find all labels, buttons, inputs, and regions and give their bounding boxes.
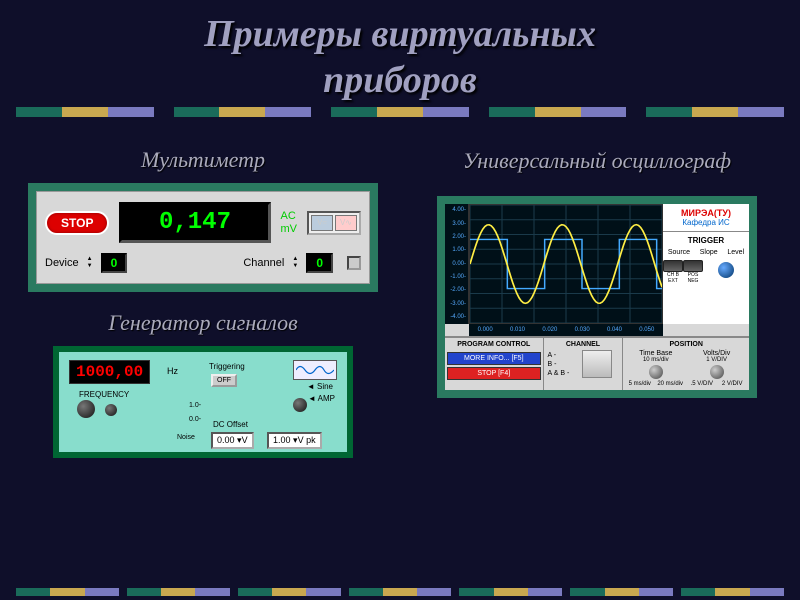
device-value: 0 [101, 253, 128, 273]
trigger-off-button[interactable]: OFF [211, 374, 237, 387]
volts-knob[interactable] [710, 365, 724, 379]
waveform-preview [293, 360, 337, 380]
osc-x-axis: 0.0000.0100.0200.0300.0400.050 [469, 324, 663, 336]
title-line-2: приборов [323, 59, 477, 101]
channel-dropdown[interactable] [347, 256, 361, 270]
siggen-instrument: 1000,00 Hz FREQUENCY Triggering OFF ◄ Si… [53, 346, 353, 458]
program-control-section: PROGRAM CONTROL MORE INFO... [F5] STOP [… [445, 338, 544, 390]
right-column: Универсальный осциллограф 4.00-3.00-2.00… [410, 147, 784, 458]
trig-level-label: Level [727, 249, 744, 256]
dc-offset-value[interactable]: 0.00 ▾V [211, 432, 254, 449]
freq-fine-knob[interactable] [105, 404, 117, 416]
more-info-button[interactable]: MORE INFO... [F5] [447, 352, 541, 365]
multimeter-heading: Мультиметр [16, 147, 390, 173]
trig-source-switch[interactable] [663, 260, 683, 272]
channel-slider[interactable] [582, 350, 612, 378]
multimeter-mode-switch[interactable]: V≈ V∿ [307, 211, 361, 235]
waveform-type[interactable]: ◄ Sine [307, 382, 333, 391]
vpk-value[interactable]: 1.00 ▾V pk [267, 432, 322, 449]
dc-offset-label: DC Offset [213, 420, 248, 429]
trigger-title: TRIGGER [663, 232, 749, 247]
noise-label: Noise [177, 434, 195, 441]
channel-label: Channel [243, 257, 284, 269]
position-section: POSITION Time Base 10 ms/div 5 ms/div20 … [623, 338, 749, 390]
device-stepper[interactable]: ▲▼ [85, 256, 95, 270]
oscilloscope-instrument: 4.00-3.00-2.00-1.00-0.00--1.00--2.00--3.… [437, 196, 757, 398]
noise-scale: 1.0-0.0- [189, 402, 201, 423]
device-label: Device [45, 257, 79, 269]
osc-y-axis: 4.00-3.00-2.00-1.00-0.00--1.00--2.00--3.… [445, 204, 469, 324]
oscilloscope-heading: Универсальный осциллограф [410, 147, 784, 176]
footer-divider [0, 588, 800, 596]
freq-coarse-knob[interactable] [77, 400, 95, 418]
trigger-label: Triggering [209, 362, 245, 371]
title-divider [0, 107, 800, 117]
osc-brand: МИРЭА(ТУ) [663, 204, 749, 218]
amp-label: ◄ AMP [308, 394, 335, 403]
siggen-heading: Генератор сигналов [16, 310, 390, 336]
siggen-freq-display: 1000,00 [69, 360, 150, 384]
osc-screen [469, 204, 663, 324]
mode-btn-vdc[interactable]: V∿ [335, 215, 357, 231]
osc-stop-button[interactable]: STOP [F4] [447, 367, 541, 380]
osc-side-panel: МИРЭА(ТУ) Кафедра ИС TRIGGER Source Slop… [663, 204, 749, 324]
multimeter-instrument: STOP 0,147 ACmV V≈ V∿ Device ▲▼ 0 Channe… [28, 183, 378, 292]
channel-value: 0 [306, 253, 333, 273]
timebase-knob[interactable] [649, 365, 663, 379]
mode-btn-vac[interactable]: V≈ [311, 215, 333, 231]
left-column: Мультиметр STOP 0,147 ACmV V≈ V∿ Device … [16, 147, 390, 458]
siggen-freq-label: FREQUENCY [79, 390, 129, 399]
multimeter-stop-button[interactable]: STOP [45, 211, 109, 235]
trig-source-label: Source [668, 249, 690, 256]
amp-knob[interactable] [293, 398, 307, 412]
title-line-1: Примеры виртуальных [204, 13, 596, 55]
multimeter-mode-label: ACmV [281, 210, 298, 236]
trig-slope-switch[interactable] [683, 260, 703, 272]
siggen-hz-label: Hz [167, 366, 178, 376]
osc-dept: Кафедра ИС [663, 218, 749, 232]
channel-section: CHANNEL A - B - A & B - [544, 338, 624, 390]
channel-stepper[interactable]: ▲▼ [290, 256, 300, 270]
slide-title: Примеры виртуальных приборов [0, 0, 800, 107]
multimeter-display: 0,147 [119, 202, 270, 243]
trig-level-knob[interactable] [718, 262, 734, 278]
trig-slope-label: Slope [700, 249, 718, 256]
